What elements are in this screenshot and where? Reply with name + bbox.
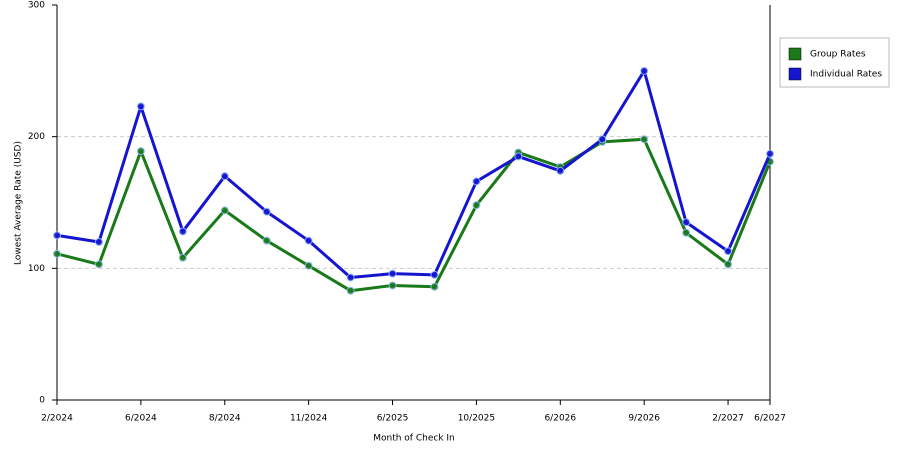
data-point	[94, 260, 103, 269]
y-tick-label: 100	[28, 264, 45, 274]
data-point	[724, 247, 733, 256]
data-point	[220, 206, 229, 215]
data-point	[262, 236, 271, 245]
data-point	[724, 260, 733, 269]
data-point	[766, 149, 774, 158]
legend-swatch	[788, 47, 802, 61]
x-tick-label: 11/2024	[290, 414, 328, 424]
data-point	[640, 66, 649, 75]
legend-label: Group Rates	[810, 50, 866, 60]
y-tick-label: 0	[39, 396, 45, 406]
x-tick-label: 8/2024	[209, 414, 241, 424]
data-point	[514, 152, 523, 161]
data-point	[640, 135, 649, 144]
data-point	[388, 281, 397, 290]
data-point	[262, 207, 271, 216]
data-point	[598, 135, 607, 144]
data-point	[304, 261, 313, 270]
data-point	[346, 286, 355, 295]
x-tick-label: 6/2025	[377, 414, 409, 424]
x-tick-label: 6/2024	[125, 414, 157, 424]
data-point	[53, 249, 61, 258]
data-point	[304, 236, 313, 245]
x-tick-label: 9/2026	[628, 414, 660, 424]
y-tick-label: 200	[28, 132, 45, 142]
data-point	[178, 253, 187, 262]
data-point	[556, 166, 565, 175]
data-point	[430, 270, 439, 279]
y-axis-label: Lowest Average Rate (USD)	[14, 141, 24, 265]
x-tick-label: 6/2026	[544, 414, 576, 424]
data-point	[682, 228, 691, 237]
data-point	[472, 177, 481, 186]
x-axis-label: Month of Check In	[373, 434, 455, 444]
data-point	[136, 102, 145, 111]
x-tick-label: 2/2024	[41, 414, 73, 424]
y-tick-label: 300	[28, 1, 45, 11]
series-line	[56, 137, 772, 293]
legend-swatch	[788, 67, 802, 81]
data-point	[53, 231, 61, 240]
data-point	[472, 201, 481, 210]
data-point	[346, 273, 355, 282]
data-point	[430, 282, 439, 291]
series-line	[56, 69, 772, 280]
data-point	[136, 147, 145, 156]
data-point	[388, 269, 397, 278]
data-point	[178, 227, 187, 236]
x-tick-label: 2/2027	[712, 414, 744, 424]
data-point	[220, 172, 229, 181]
x-tick-label: 6/2027	[754, 414, 786, 424]
x-tick-label: 10/2025	[458, 414, 495, 424]
data-point	[682, 218, 691, 227]
legend-label: Individual Rates	[810, 70, 882, 80]
data-point	[94, 238, 103, 246]
